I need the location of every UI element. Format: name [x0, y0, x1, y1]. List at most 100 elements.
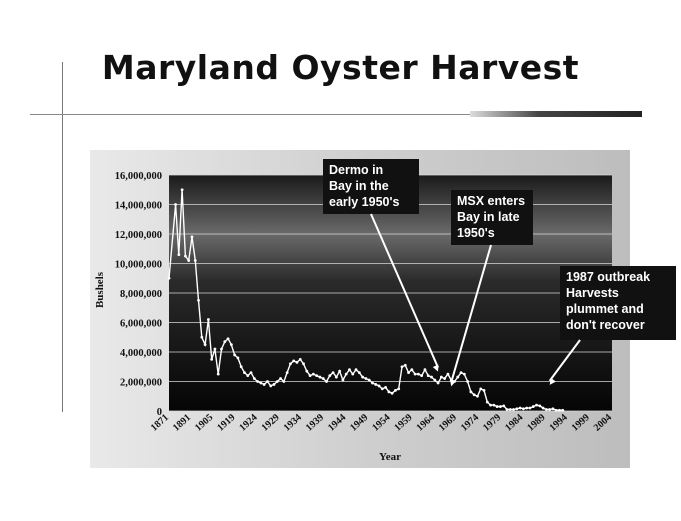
- data-point: [328, 374, 332, 377]
- data-point: [344, 372, 348, 376]
- data-point: [187, 259, 191, 262]
- data-point: [384, 386, 387, 389]
- y-tick-label: 2,000,000: [120, 378, 162, 389]
- x-axis-title: Year: [379, 451, 401, 463]
- data-point: [233, 353, 237, 357]
- data-point: [403, 363, 407, 367]
- y-tick-label: 12,000,000: [115, 230, 162, 241]
- data-point: [590, 0, 594, 2]
- data-point: [279, 377, 282, 380]
- data-point: [535, 403, 538, 407]
- data-point: [420, 374, 424, 377]
- data-point: [581, 0, 584, 2]
- data-point: [302, 362, 305, 366]
- annotations: Dermo in Bay in the early 1950's MSX enters…: [323, 159, 676, 387]
- data-point: [318, 375, 322, 379]
- data-point: [390, 391, 394, 395]
- annotation-text: plummet and: [566, 302, 644, 316]
- y-tick-label: 0: [157, 407, 162, 418]
- data-point: [446, 372, 450, 376]
- annotation-arrowhead: [450, 379, 456, 387]
- data-point: [315, 374, 319, 377]
- data-point: [341, 378, 345, 382]
- data-point: [400, 365, 404, 369]
- data-point: [184, 254, 187, 258]
- harvest-series-points: [167, 0, 614, 412]
- data-point: [538, 404, 542, 408]
- annotation-text: Dermo in: [329, 163, 383, 177]
- data-point: [439, 375, 443, 379]
- data-point: [505, 408, 509, 411]
- data-point: [374, 383, 378, 386]
- data-point: [522, 407, 525, 411]
- data-point: [518, 406, 522, 410]
- data-point: [462, 372, 466, 376]
- data-point: [285, 371, 289, 375]
- y-axis-ticks: 0 2,000,000 4,000,000 6,000,000 8,000,000 10,…: [115, 171, 162, 418]
- data-point: [305, 369, 309, 373]
- annotation-arrow: [370, 213, 439, 369]
- data-point: [289, 362, 292, 366]
- data-point: [407, 371, 410, 375]
- data-point: [282, 380, 286, 383]
- data-point: [600, 0, 604, 2]
- annotation-arrow: [548, 339, 581, 382]
- data-point: [567, 0, 571, 2]
- data-point: [331, 371, 335, 375]
- data-point: [259, 381, 263, 385]
- annotation-callout: Dermo in Bay in the early 1950's: [323, 159, 439, 372]
- data-point: [528, 406, 532, 410]
- data-point: [456, 375, 460, 379]
- data-point: [472, 393, 476, 397]
- data-point: [607, 0, 611, 2]
- data-point: [216, 372, 220, 376]
- annotation-box: [451, 190, 533, 245]
- data-point: [321, 377, 325, 380]
- data-point: [571, 0, 575, 2]
- data-point: [367, 378, 371, 382]
- data-point: [269, 384, 273, 388]
- data-point: [502, 404, 506, 408]
- data-point: [371, 381, 374, 385]
- data-point: [492, 403, 496, 407]
- data-point: [443, 377, 447, 380]
- data-point: [469, 390, 473, 394]
- data-point: [177, 253, 181, 257]
- data-point: [485, 400, 489, 404]
- data-point: [548, 408, 552, 411]
- data-point: [206, 318, 210, 321]
- annotation-text: 1950's: [457, 226, 495, 240]
- y-axis-title: Bushels: [94, 271, 106, 308]
- annotation-box: [560, 266, 676, 340]
- data-point: [508, 408, 512, 411]
- data-point: [298, 357, 302, 361]
- data-point: [249, 371, 253, 375]
- data-point: [190, 235, 194, 239]
- annotation-text: Bay in late: [457, 210, 520, 224]
- data-point: [364, 377, 368, 380]
- data-point: [426, 374, 430, 377]
- data-point: [308, 374, 312, 377]
- data-point: [223, 340, 227, 344]
- slide-divider-rule: [30, 114, 642, 115]
- data-point: [459, 371, 463, 375]
- slide-left-border: [62, 62, 63, 412]
- y-tick-label: 16,000,000: [115, 171, 162, 182]
- data-point: [476, 394, 479, 398]
- data-point: [174, 203, 177, 206]
- data-point: [561, 408, 565, 412]
- data-point: [574, 0, 578, 2]
- data-point: [410, 368, 414, 372]
- slide-divider-bar: [470, 111, 642, 117]
- data-point: [558, 408, 561, 412]
- data-point: [262, 383, 266, 386]
- data-point: [525, 406, 529, 410]
- data-point: [354, 368, 358, 372]
- data-point: [200, 335, 204, 339]
- data-point: [515, 407, 519, 411]
- annotation-arrow: [450, 244, 492, 383]
- annotation-callout: MSX enters Bay in late 1950's: [450, 190, 533, 387]
- data-point: [197, 298, 200, 302]
- data-point: [180, 188, 184, 192]
